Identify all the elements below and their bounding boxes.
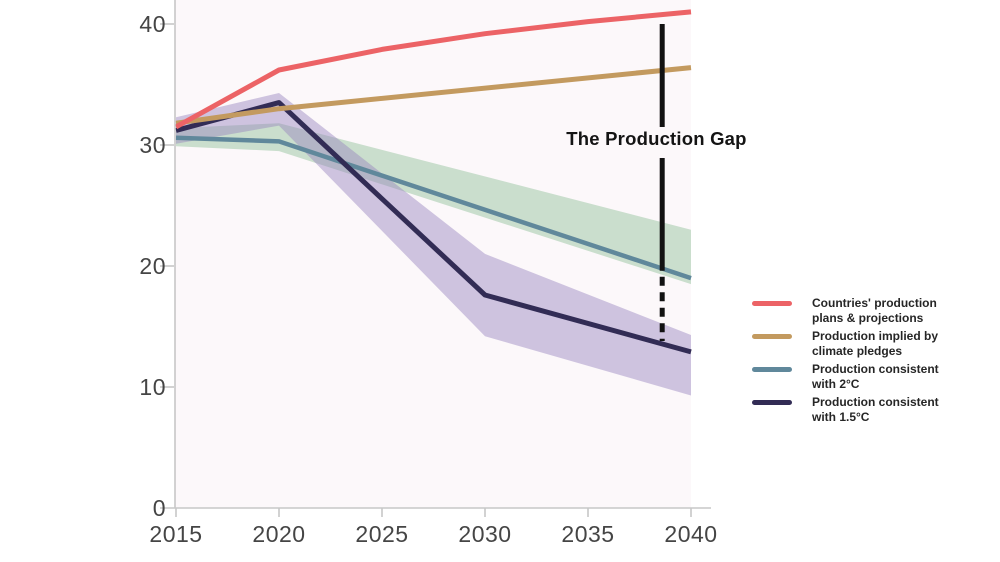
legend-item-pledges: Production implied by climate pledges bbox=[752, 329, 939, 359]
x-axis-label-2020: 2020 bbox=[252, 521, 306, 547]
legend-label-plans: Countries' production plans & projection… bbox=[812, 296, 937, 326]
y-axis-label-20: 20 bbox=[139, 253, 166, 279]
x-axis-label-2035: 2035 bbox=[561, 521, 615, 547]
legend-swatch-2c bbox=[752, 367, 792, 372]
y-axis-label-40: 40 bbox=[139, 11, 166, 37]
legend-label-line: climate pledges bbox=[812, 344, 903, 358]
legend-label-line: Production implied by bbox=[812, 329, 939, 343]
legend-label-pledges: Production implied by climate pledges bbox=[812, 329, 938, 359]
legend-item-plans: Countries' production plans & projection… bbox=[752, 296, 939, 326]
chart-legend: Countries' production plans & projection… bbox=[752, 296, 939, 428]
line-2c bbox=[175, 135, 692, 281]
legend-swatch-pledges bbox=[752, 334, 792, 339]
line-pledges bbox=[175, 65, 692, 126]
x-axis-label-2040: 2040 bbox=[664, 521, 718, 547]
legend-item-1-5c: Production consistent with 1.5°C bbox=[752, 395, 939, 425]
x-axis-label-2015: 2015 bbox=[149, 521, 203, 547]
legend-label-line: with 2°C bbox=[812, 377, 860, 391]
line-plans bbox=[174, 9, 692, 130]
y-axis-label-0: 0 bbox=[152, 495, 166, 521]
legend-swatch-plans bbox=[752, 301, 792, 306]
legend-label-line: plans & projections bbox=[812, 311, 924, 325]
y-axis-label-10: 10 bbox=[139, 374, 166, 400]
legend-label-1-5c: Production consistent with 1.5°C bbox=[812, 395, 939, 425]
legend-item-2c: Production consistent with 2°C bbox=[752, 362, 939, 392]
y-axis-label-30: 30 bbox=[139, 132, 166, 158]
legend-label-line: with 1.5°C bbox=[812, 410, 870, 424]
x-axis-label-2030: 2030 bbox=[458, 521, 512, 547]
x-ticks bbox=[175, 508, 692, 517]
x-axis-label-2025: 2025 bbox=[355, 521, 409, 547]
legend-label-line: Production consistent bbox=[812, 395, 939, 409]
production-gap-annotation: The Production Gap bbox=[566, 128, 747, 149]
legend-label-line: Production consistent bbox=[812, 362, 939, 376]
legend-label-line: Countries' production bbox=[812, 296, 937, 310]
legend-swatch-1-5c bbox=[752, 400, 792, 405]
legend-label-2c: Production consistent with 2°C bbox=[812, 362, 939, 392]
y-ticks bbox=[160, 23, 174, 388]
